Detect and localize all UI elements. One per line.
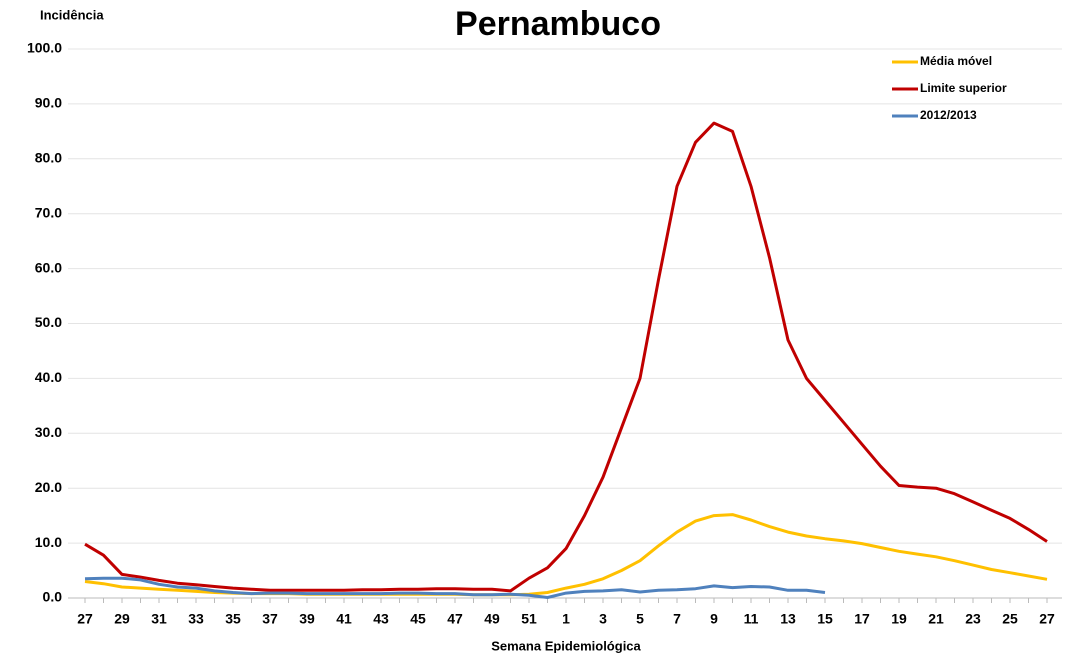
y-tick-label: 0.0	[43, 589, 63, 605]
y-tick-label: 50.0	[35, 314, 62, 330]
x-tick-label: 21	[928, 611, 944, 627]
x-tick-label: 5	[636, 611, 644, 627]
x-tick-label: 25	[1002, 611, 1018, 627]
x-tick-label: 23	[965, 611, 981, 627]
x-tick-label: 19	[891, 611, 907, 627]
x-tick-label: 49	[484, 611, 500, 627]
x-tick-label: 33	[188, 611, 204, 627]
x-tick-label: 17	[854, 611, 870, 627]
y-tick-label: 40.0	[35, 369, 62, 385]
y-tick-label: 70.0	[35, 204, 62, 220]
y-tick-label: 10.0	[35, 534, 62, 550]
series-line	[84, 513, 1048, 597]
chart-title: Pernambuco	[455, 5, 661, 43]
legend-label: Limite superior	[920, 81, 1007, 95]
x-tick-label: 9	[710, 611, 718, 627]
y-tick-label: 80.0	[35, 150, 62, 166]
legend-label: 2012/2013	[920, 108, 977, 122]
x-tick-label: 1	[562, 611, 570, 627]
x-tick-label: 29	[114, 611, 130, 627]
y-tick-label: 100.0	[27, 40, 62, 56]
x-tick-label: 27	[1039, 611, 1055, 627]
y-tick-label: 30.0	[35, 424, 62, 440]
legend-label: Média móvel	[920, 54, 992, 68]
x-axis-label: Semana Epidemiológica	[491, 638, 641, 653]
x-tick-label: 41	[336, 611, 352, 627]
x-tick-label: 35	[225, 611, 241, 627]
y-tick-label: 20.0	[35, 479, 62, 495]
y-axis-label: Incidência	[40, 7, 104, 22]
x-tick-label: 31	[151, 611, 167, 627]
x-tick-label: 51	[521, 611, 537, 627]
x-tick-label: 43	[373, 611, 389, 627]
x-tick-label: 7	[673, 611, 681, 627]
x-tick-label: 39	[299, 611, 315, 627]
x-tick-label: 37	[262, 611, 278, 627]
x-tick-label: 47	[447, 611, 463, 627]
x-tick-label: 13	[780, 611, 796, 627]
y-tick-label: 60.0	[35, 259, 62, 275]
series-line	[84, 576, 826, 599]
series-line	[84, 121, 1048, 593]
y-tick-label: 90.0	[35, 95, 62, 111]
x-tick-label: 45	[410, 611, 426, 627]
x-tick-label: 3	[599, 611, 607, 627]
x-tick-label: 15	[817, 611, 833, 627]
x-tick-label: 11	[744, 611, 759, 627]
x-tick-label: 27	[77, 611, 93, 627]
